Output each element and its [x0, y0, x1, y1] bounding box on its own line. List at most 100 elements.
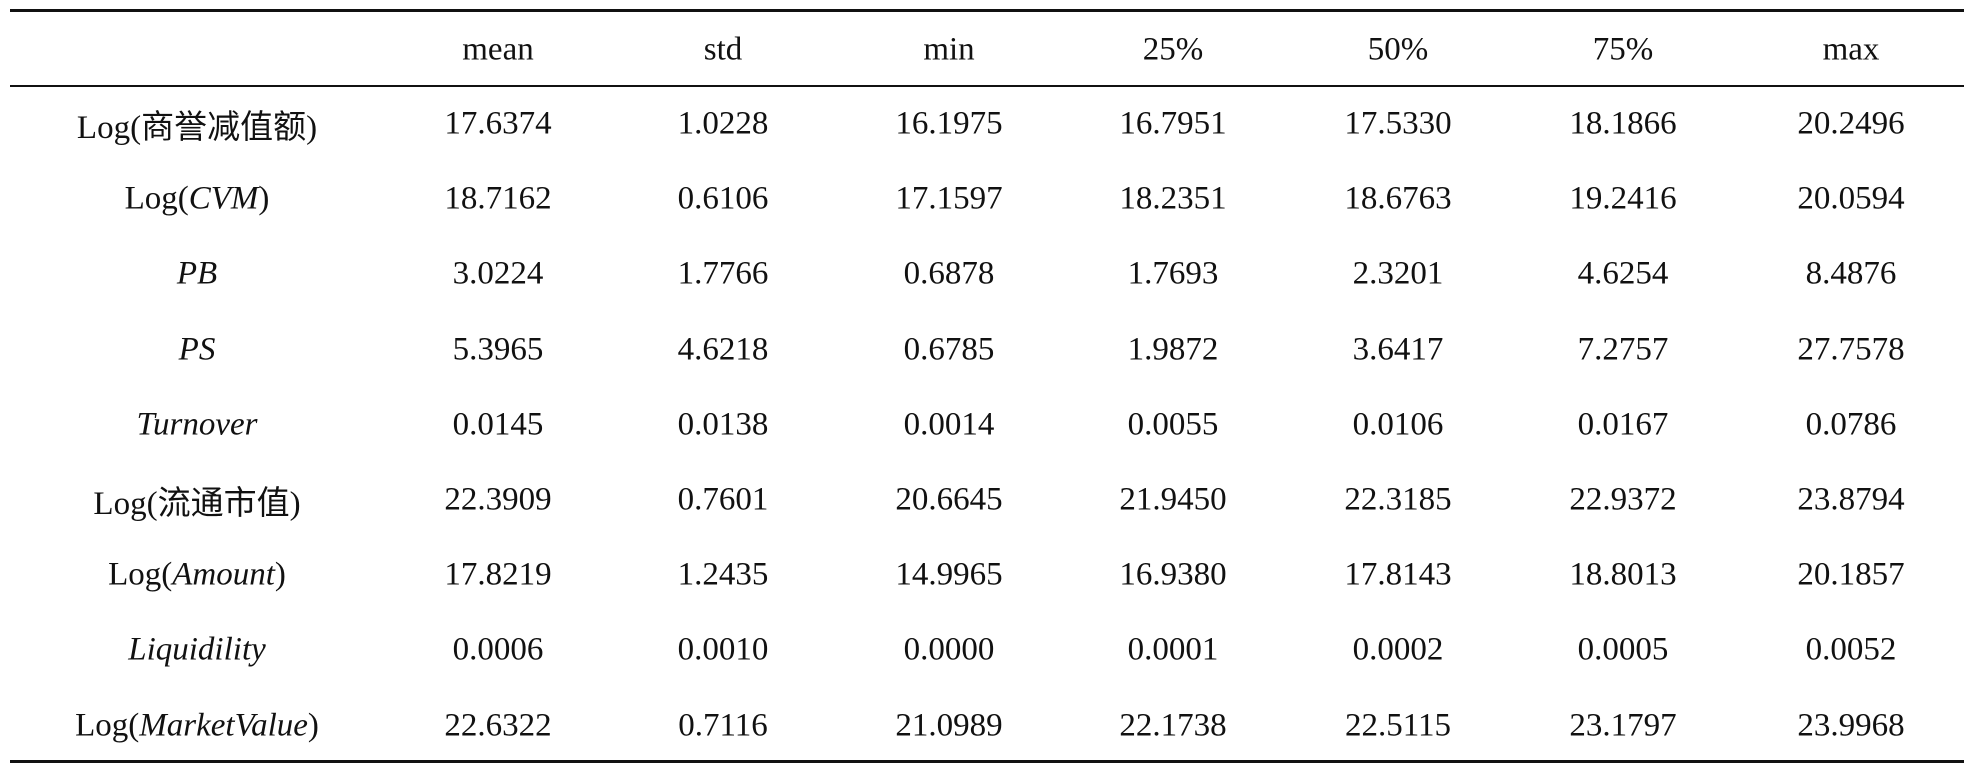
row-label: Log(Amount) [108, 557, 286, 594]
top-rule [10, 9, 1964, 12]
row-label: Liquidility [128, 632, 266, 669]
cell-value: 18.2351 [1119, 180, 1227, 217]
cell-value: 0.0052 [1805, 631, 1897, 668]
cell-value: 22.9372 [1569, 481, 1677, 518]
cell-value: 0.0010 [677, 631, 769, 668]
cell-value: 20.2496 [1797, 105, 1905, 142]
cell-value: 0.0014 [903, 406, 995, 443]
label-part: PS [178, 331, 216, 368]
cell-value: 14.9965 [895, 556, 1003, 593]
row-label: Log(商誉减值额) [77, 100, 317, 148]
cell-value: 0.0006 [452, 631, 544, 668]
cell-value: 22.6322 [444, 707, 552, 744]
row-label: PS [179, 331, 216, 368]
column-header: min [923, 31, 975, 68]
cell-value: 2.3201 [1352, 255, 1444, 292]
label-part: Turnover [136, 406, 258, 443]
column-header: 25% [1142, 31, 1204, 68]
row-label: Log(流通市值) [93, 476, 300, 524]
label-part: MarketValue [139, 707, 308, 744]
row-label: Turnover [136, 406, 257, 443]
cell-value: 1.2435 [677, 556, 769, 593]
cell-value: 0.0001 [1127, 631, 1219, 668]
cell-value: 22.1738 [1119, 707, 1227, 744]
column-header: std [703, 31, 743, 68]
column-header: mean [462, 31, 534, 68]
row-label: Log(CVM) [125, 181, 270, 218]
cell-value: 1.7693 [1127, 255, 1219, 292]
label-part: ) [289, 486, 301, 522]
label-part: Log( [124, 180, 189, 217]
cell-value: 27.7578 [1797, 331, 1905, 368]
cell-value: 17.5330 [1344, 105, 1452, 142]
cell-value: 20.6645 [895, 481, 1003, 518]
cell-value: 21.9450 [1119, 481, 1227, 518]
label-part: CVM [188, 180, 259, 217]
cell-value: 22.3909 [444, 481, 552, 518]
cell-value: 0.0002 [1352, 631, 1444, 668]
cell-value: 16.7951 [1119, 105, 1227, 142]
bottom-rule [10, 760, 1964, 763]
cell-value: 23.9968 [1797, 707, 1905, 744]
cell-value: 19.2416 [1569, 180, 1677, 217]
cell-value: 3.6417 [1352, 331, 1444, 368]
cell-value: 0.0000 [903, 631, 995, 668]
label-part: PB [176, 255, 218, 292]
cell-value: 17.1597 [895, 180, 1003, 217]
cell-value: 23.1797 [1569, 707, 1677, 744]
cell-value: 1.7766 [677, 255, 769, 292]
cell-value: 5.3965 [452, 331, 544, 368]
cell-value: 0.0055 [1127, 406, 1219, 443]
row-label: Log(MarketValue) [75, 707, 319, 744]
row-label: PB [177, 256, 217, 293]
label-part: 商誉减值额 [141, 110, 307, 146]
cell-value: 7.2757 [1577, 331, 1669, 368]
cell-value: 4.6218 [677, 331, 769, 368]
cell-value: 22.5115 [1344, 707, 1452, 744]
cell-value: 0.6878 [903, 255, 995, 292]
cell-value: 18.1866 [1569, 105, 1677, 142]
cell-value: 16.1975 [895, 105, 1003, 142]
label-part: Liquidility [128, 631, 266, 668]
cell-value: 0.6785 [903, 331, 995, 368]
label-part: Log( [93, 486, 158, 522]
column-header: 75% [1592, 31, 1654, 68]
label-part: 流通市值 [157, 486, 290, 522]
cell-value: 0.6106 [677, 180, 769, 217]
cell-value: 8.4876 [1805, 255, 1897, 292]
cell-value: 17.8219 [444, 556, 552, 593]
cell-value: 23.8794 [1797, 481, 1905, 518]
label-part: ) [258, 180, 270, 217]
label-part: ) [307, 707, 319, 744]
label-part: Log( [75, 707, 140, 744]
cell-value: 0.0005 [1577, 631, 1669, 668]
label-part: Log( [76, 110, 142, 146]
column-header: max [1822, 31, 1880, 68]
cell-value: 22.3185 [1344, 481, 1452, 518]
cell-value: 20.1857 [1797, 556, 1905, 593]
cell-value: 3.0224 [452, 255, 544, 292]
cell-value: 20.0594 [1797, 180, 1905, 217]
cell-value: 18.7162 [444, 180, 552, 217]
cell-value: 0.0145 [452, 406, 544, 443]
column-header: 50% [1367, 31, 1429, 68]
cell-value: 4.6254 [1577, 255, 1669, 292]
cell-value: 17.8143 [1344, 556, 1452, 593]
cell-value: 21.0989 [895, 707, 1003, 744]
cell-value: 1.9872 [1127, 331, 1219, 368]
cell-value: 0.0167 [1577, 406, 1669, 443]
cell-value: 1.0228 [677, 105, 769, 142]
cell-value: 18.8013 [1569, 556, 1677, 593]
cell-value: 0.0138 [677, 406, 769, 443]
label-part: Log( [108, 556, 173, 593]
cell-value: 0.0106 [1352, 406, 1444, 443]
cell-value: 17.6374 [444, 105, 552, 142]
cell-value: 0.7116 [678, 707, 768, 744]
cell-value: 16.9380 [1119, 556, 1227, 593]
label-part: ) [306, 110, 318, 146]
label-part: Amount [172, 556, 275, 593]
cell-value: 0.7601 [677, 481, 769, 518]
cell-value: 18.6763 [1344, 180, 1452, 217]
header-rule [10, 85, 1964, 87]
